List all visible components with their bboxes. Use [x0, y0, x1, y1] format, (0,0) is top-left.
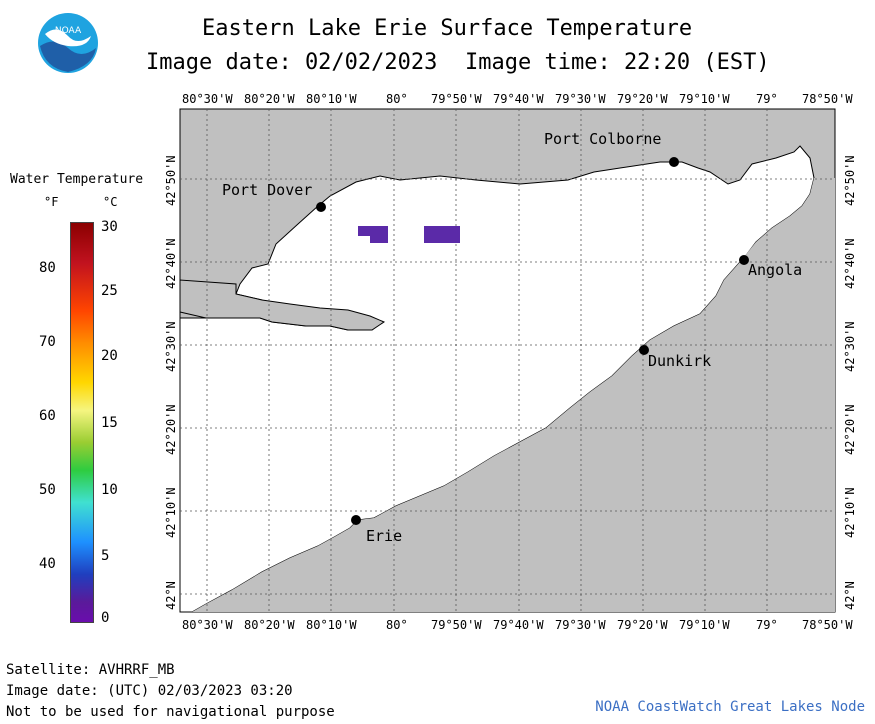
legend-title: Water Temperature: [10, 172, 144, 187]
x-tick-bottom: 79°20'W: [617, 618, 668, 632]
x-tick-top: 80°30'W: [182, 92, 233, 106]
x-tick-top: 79°10'W: [679, 92, 730, 106]
long-point: [179, 279, 386, 331]
legend-f-value: 80: [39, 260, 56, 276]
port-dover-marker: [316, 202, 326, 212]
x-tick-bottom: 80°10'W: [306, 618, 357, 632]
legend-f-value: 50: [39, 482, 56, 498]
y-tick-right: 42°N: [843, 581, 857, 610]
x-tick-bottom: 79°30'W: [555, 618, 606, 632]
disclaimer: Not to be used for navigational purpose: [6, 704, 335, 720]
x-tick-bottom: 78°50'W: [802, 618, 853, 632]
legend-c-value: 20: [101, 348, 118, 364]
graticule: [180, 109, 835, 612]
x-tick-top: 79°40'W: [493, 92, 544, 106]
y-tick-right: 42°10'N: [843, 487, 857, 538]
x-tick-bottom: 80°20'W: [244, 618, 295, 632]
erie-marker: [351, 515, 361, 525]
page-title: Eastern Lake Erie Surface Temperature: [202, 16, 693, 41]
x-tick-bottom: 79°10'W: [679, 618, 730, 632]
legend-f-value: 70: [39, 334, 56, 350]
y-tick-left: 42°40'N: [164, 238, 178, 289]
y-tick-left: 42°N: [164, 581, 178, 610]
y-tick-left: 42°20'N: [164, 404, 178, 455]
x-tick-top: 80°10'W: [306, 92, 357, 106]
legend-celsius-label: °C: [103, 195, 118, 209]
angola-marker: [739, 255, 749, 265]
logo-text: NOAA: [55, 26, 82, 36]
port-colborne-label: Port Colborne: [544, 130, 661, 148]
angola-label: Angola: [748, 261, 802, 279]
legend-c-value: 0: [101, 610, 110, 626]
x-tick-top: 79°30'W: [555, 92, 606, 106]
x-tick-bottom: 79°50'W: [431, 618, 482, 632]
legend-c-value: 15: [101, 415, 118, 431]
legend-c-value: 25: [101, 283, 118, 299]
image-date: Image date: 02/02/2023: [146, 50, 438, 75]
x-tick-top: 80°: [386, 92, 408, 106]
satellite-label: Satellite: AVHRRF_MB: [6, 662, 175, 678]
x-tick-top: 79°20'W: [617, 92, 668, 106]
x-tick-bottom: 80°30'W: [182, 618, 233, 632]
south-shore-land: [180, 178, 835, 612]
x-tick-top: 79°: [756, 92, 778, 106]
port-colborne-marker: [669, 157, 679, 167]
legend-f-value: 60: [39, 408, 56, 424]
y-tick-right: 42°20'N: [843, 404, 857, 455]
y-tick-left: 42°10'N: [164, 487, 178, 538]
x-tick-bottom: 79°: [756, 618, 778, 632]
temperature-colorbar: [70, 222, 94, 623]
legend-c-value: 10: [101, 482, 118, 498]
utc-date-label: Image date: (UTC) 02/03/2023 03:20: [6, 683, 293, 699]
y-tick-left: 42°30'N: [164, 321, 178, 372]
city-markers: [316, 157, 749, 525]
x-tick-top: 80°20'W: [244, 92, 295, 106]
y-tick-right: 42°30'N: [843, 321, 857, 372]
noaa-logo-icon: NOAA: [38, 13, 98, 73]
footer-info: Satellite: AVHRRF_MB Image date: (UTC) 0…: [6, 660, 335, 723]
x-tick-bottom: 80°: [386, 618, 408, 632]
x-tick-top: 79°50'W: [431, 92, 482, 106]
x-tick-top: 78°50'W: [802, 92, 853, 106]
y-tick-left: 42°50'N: [164, 155, 178, 206]
y-tick-right: 42°40'N: [843, 238, 857, 289]
y-tick-right: 42°50'N: [843, 155, 857, 206]
credit-label: NOAA CoastWatch Great Lakes Node: [595, 699, 865, 715]
erie-label: Erie: [366, 527, 402, 545]
legend-c-value: 5: [101, 548, 110, 564]
x-tick-bottom: 79°40'W: [493, 618, 544, 632]
legend-fahrenheit-label: °F: [44, 195, 59, 209]
legend-c-value: 30: [101, 219, 118, 235]
dunkirk-label: Dunkirk: [648, 352, 711, 370]
image-time: Image time: 22:20 (EST): [465, 50, 770, 75]
dunkirk-marker: [639, 345, 649, 355]
cold-temperature-pixels: [358, 226, 460, 243]
port-dover-label: Port Dover: [222, 181, 312, 199]
legend-f-value: 40: [39, 556, 56, 572]
